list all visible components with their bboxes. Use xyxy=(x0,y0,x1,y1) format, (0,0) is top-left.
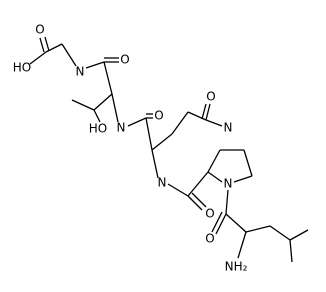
atom-label: O xyxy=(205,232,214,246)
atom-label: HO xyxy=(13,61,31,75)
atom-label: O xyxy=(206,90,215,104)
atom-label: O xyxy=(120,53,129,67)
atom-label: N xyxy=(76,65,85,79)
atom-label: N xyxy=(224,121,233,135)
atom-label: NH₂ xyxy=(225,260,248,274)
atom-label: N xyxy=(224,177,233,191)
atom-labels: O HO N O HO N O O N N O N O NH₂ xyxy=(13,23,248,274)
atom-label: HO xyxy=(89,122,107,136)
atom-label: O xyxy=(35,23,44,37)
atom-label: N xyxy=(117,121,126,135)
bonds xyxy=(29,36,309,263)
atom-label: O xyxy=(205,207,214,221)
atom-label: O xyxy=(154,109,163,123)
atom-label: N xyxy=(158,176,167,190)
